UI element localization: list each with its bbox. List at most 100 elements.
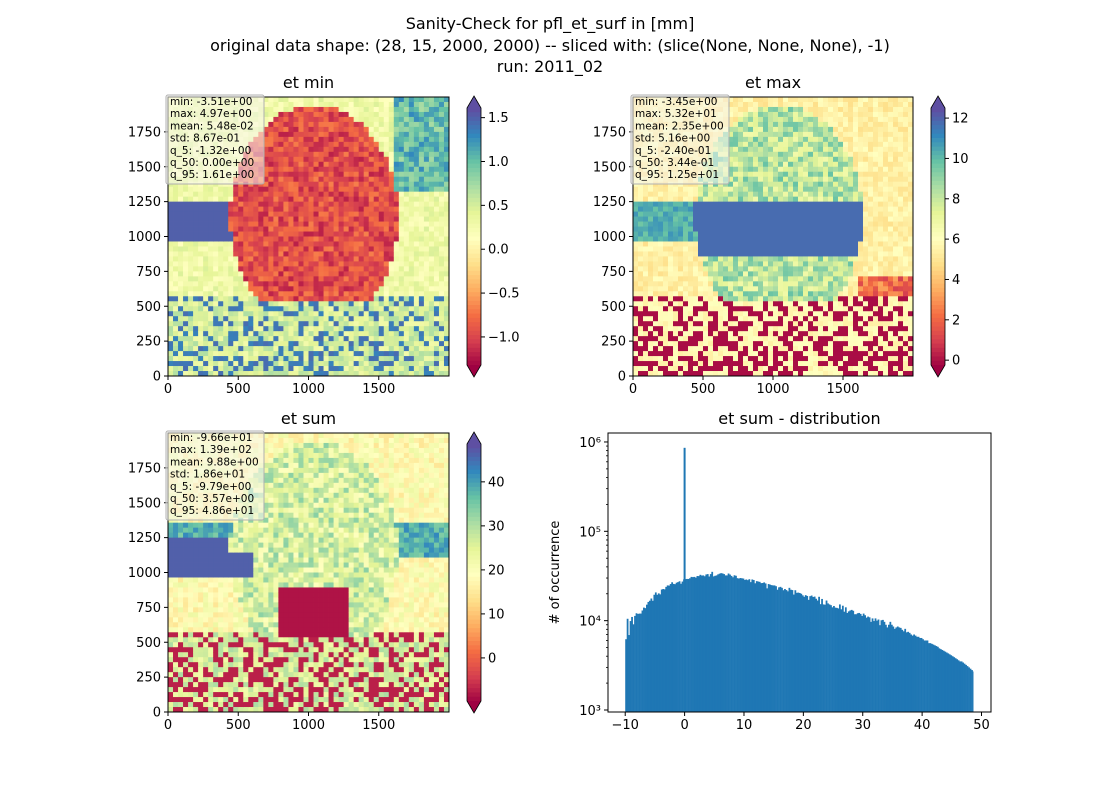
histogram-bar (678, 581, 681, 712)
histogram-bar (776, 589, 779, 712)
x-tick-label: 10 (736, 718, 753, 733)
colorbar-extend-min (931, 365, 945, 377)
histogram-bar (709, 574, 712, 712)
histogram-bar (907, 631, 910, 712)
histogram-bar (760, 583, 763, 712)
histogram-bar (687, 578, 690, 712)
histogram-bar (660, 589, 663, 712)
histogram-bar (804, 595, 807, 712)
histogram-bar (877, 619, 880, 712)
y-tick-label: 500 (136, 636, 161, 651)
histogram-bar (787, 591, 789, 712)
histogram-bar (889, 621, 892, 712)
et-sum-title: et sum (281, 409, 336, 428)
stats-line: q_5: -9.79e+00 (170, 481, 251, 493)
stats-line: q_95: 4.86e+01 (170, 505, 254, 517)
histogram-bar (775, 586, 777, 712)
histogram-bar (914, 635, 917, 712)
histogram-bar (962, 662, 964, 712)
stats-line: mean: 9.88e+00 (170, 456, 259, 468)
histogram-bar (769, 584, 771, 712)
histogram-spike-bar (683, 447, 686, 712)
histogram-bar (901, 629, 904, 712)
stats-line: q_50: 3.57e+00 (170, 493, 254, 505)
histogram-bar (856, 613, 859, 712)
stats-line: q_5: -2.40e-01 (635, 145, 711, 157)
histogram-bar (890, 624, 893, 712)
y-tick-label: 1250 (128, 531, 161, 546)
histogram-bar (706, 574, 709, 712)
colorbar-tick-label: 2 (952, 313, 960, 328)
histogram-bar (767, 584, 770, 712)
histogram-bar (916, 636, 918, 712)
colorbar-tick-label: 1.5 (488, 111, 509, 126)
histogram-bar (941, 649, 944, 712)
histogram-bar (726, 575, 728, 712)
et-sum-heatmap-image (168, 433, 450, 713)
histogram-bar (913, 634, 915, 712)
histogram-bar (631, 616, 633, 712)
histogram-bar (880, 620, 883, 712)
x-tick-label: 1000 (292, 382, 325, 397)
histogram-bar (944, 651, 947, 712)
histogram-bar (864, 615, 866, 712)
histogram-bar (641, 610, 644, 712)
histogram-bar (708, 576, 711, 712)
histogram-bar (736, 578, 739, 712)
colorbar-outline (466, 431, 482, 714)
x-tick-label: 40 (914, 718, 931, 733)
histogram-bar (738, 578, 740, 712)
stats-box-frame (630, 94, 730, 185)
histogram-bar (675, 582, 678, 712)
histogram-bar (898, 627, 901, 712)
et-sum-distribution-panel: et sum - distribution −10 0 10 20 30 40 50 10³ 10… (548, 409, 992, 733)
histogram-bar (666, 585, 669, 712)
histogram-bar (651, 600, 654, 712)
histogram-bar (822, 604, 825, 712)
histogram-bar (782, 590, 785, 712)
histogram-bar (681, 581, 684, 712)
y-tick-label: 10³ (579, 704, 601, 719)
histogram-bar (925, 640, 927, 712)
histogram-bar (850, 609, 853, 712)
histogram-bar (717, 574, 720, 712)
histogram-bar (785, 590, 788, 712)
stats-line: q_95: 1.25e+01 (635, 169, 719, 181)
y-tick-label: 0 (153, 370, 161, 385)
histogram-bar (791, 590, 794, 712)
colorbar-tick-label: 4 (952, 273, 960, 288)
histogram-bar (904, 628, 907, 712)
histogram-bar (847, 611, 850, 712)
colorbar-tick-label: 0 (952, 354, 960, 369)
histogram-bar (724, 575, 727, 712)
et-max-title: et max (745, 73, 801, 92)
histogram-bar (634, 615, 636, 712)
histogram-bar (779, 586, 782, 712)
histogram-bar (968, 667, 970, 712)
y-tick-label: 0 (618, 370, 626, 385)
y-tick-label: 750 (136, 601, 161, 616)
stats-line: min: -3.45e+00 (635, 96, 717, 108)
y-tick-label: 1500 (593, 160, 626, 175)
histogram-bar (690, 576, 693, 712)
histogram-ylabel: # of occurrence (548, 521, 563, 625)
histogram-bar (886, 627, 889, 712)
y-tick-label: 10⁴ (579, 615, 601, 630)
histogram-bar (751, 579, 754, 712)
y-tick-label: 1000 (593, 230, 626, 245)
histogram-bar (931, 643, 933, 712)
histogram-bar (938, 648, 941, 712)
colorbar-extend-max (467, 96, 481, 108)
histogram-bar (844, 607, 847, 712)
histogram-bar (705, 574, 708, 712)
y-tick-label: 250 (136, 335, 161, 350)
x-tick-label: 500 (691, 382, 716, 397)
colorbar-tick-label: 40 (488, 475, 505, 490)
histogram-bar (647, 601, 650, 712)
histogram-bar (819, 604, 822, 712)
y-tick-label: 1750 (128, 461, 161, 476)
histogram-bar (752, 580, 755, 712)
x-tick-label: 30 (854, 718, 871, 733)
histogram-bar (745, 579, 748, 712)
histogram-bar (729, 574, 731, 712)
